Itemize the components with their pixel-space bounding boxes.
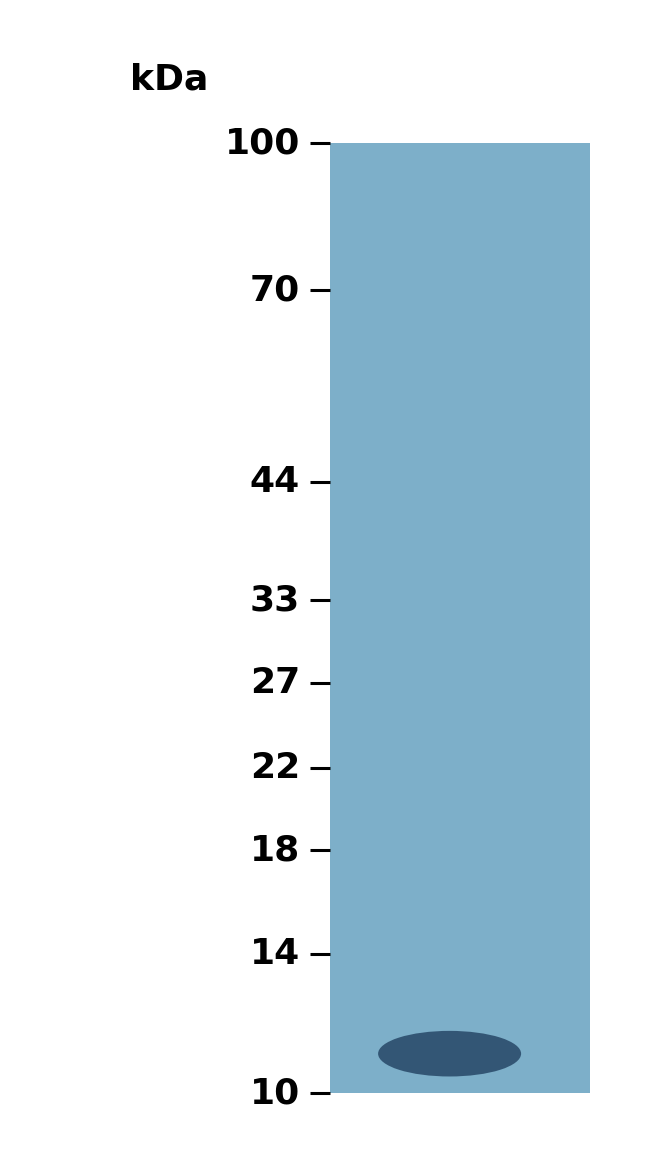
Text: 27: 27 [250, 666, 300, 701]
Ellipse shape [378, 1031, 521, 1076]
Text: 70: 70 [250, 273, 300, 307]
Text: 10: 10 [250, 1076, 300, 1110]
Text: 33: 33 [250, 584, 300, 617]
Text: 44: 44 [250, 465, 300, 498]
Text: 100: 100 [225, 126, 300, 160]
Text: kDa: kDa [130, 62, 209, 97]
Bar [330, 143, 590, 1094]
Text: 14: 14 [250, 938, 300, 971]
Text: 22: 22 [250, 750, 300, 785]
Text: 18: 18 [250, 833, 300, 867]
